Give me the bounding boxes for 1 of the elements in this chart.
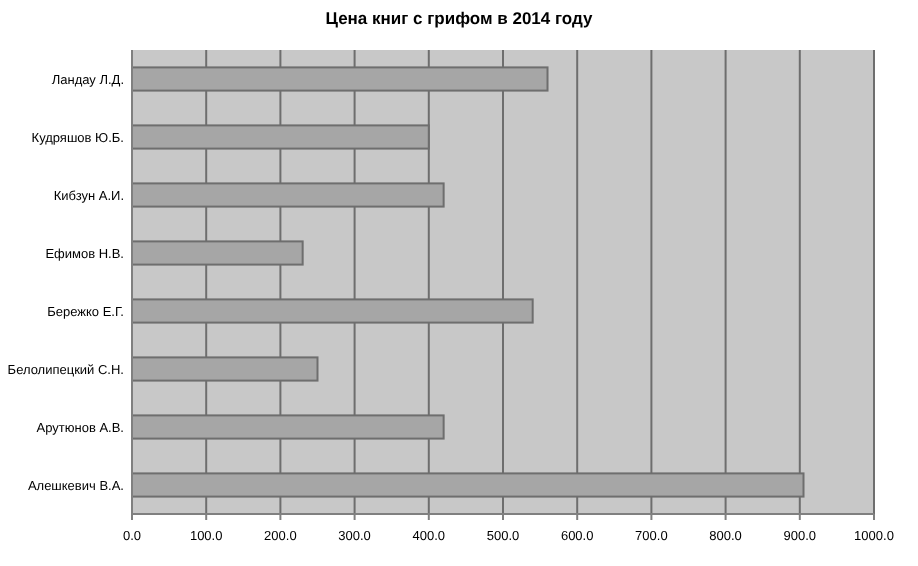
chart-title: Цена книг с грифом в 2014 году [325,8,594,28]
